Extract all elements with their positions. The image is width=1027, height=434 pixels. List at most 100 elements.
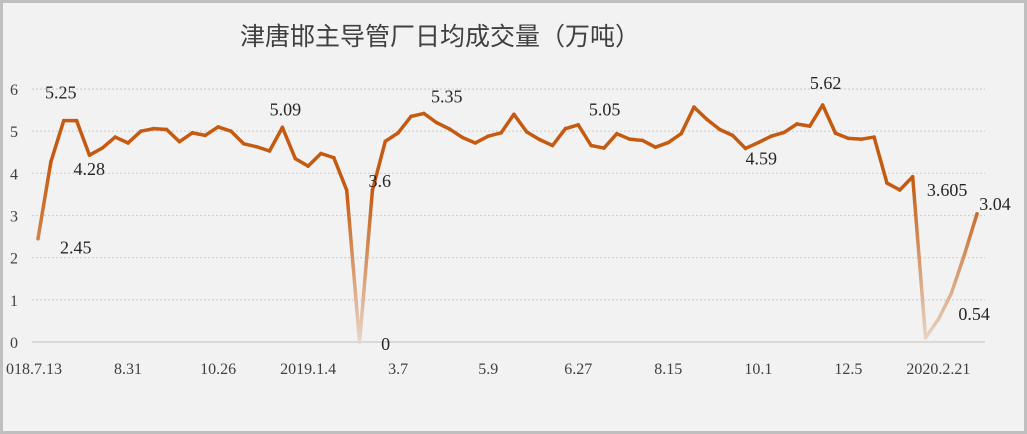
y-tick-label: 5 [10,124,18,141]
line-segment [267,125,285,153]
line-segment [254,145,272,153]
line-segment [409,111,426,119]
data-label: 4.28 [73,159,105,179]
data-point [730,133,735,138]
data-point [756,140,761,145]
y-tick-label: 3 [10,209,18,226]
data-point [100,146,105,150]
line-segment [808,103,825,128]
data-label: 0 [381,334,390,354]
x-tick-label: 018.7.13 [6,361,62,378]
line-segment [846,136,863,141]
line-segment [383,131,400,144]
data-point [910,175,915,179]
data-point [936,317,941,321]
data-point [833,131,838,135]
data-point [409,114,413,119]
line-segment [164,127,182,144]
line-segment [396,114,413,135]
data-point [859,137,863,141]
line-segment [615,131,632,141]
line-segment [666,131,683,145]
line-segment [833,131,851,141]
line-segment [293,156,310,168]
line-segment [910,174,928,340]
data-label: 5.09 [270,99,302,119]
data-point [705,117,709,122]
line-segment [357,188,375,344]
line-segment [627,137,645,143]
line-segment [743,140,761,151]
data-point [602,146,606,150]
line-segment [306,151,323,168]
data-point [87,153,92,157]
x-tick-label: 2020.2.21 [906,361,970,378]
line-segment [332,155,349,192]
line-segment [152,126,169,132]
data-label: 3.605 [927,180,968,200]
data-point [525,130,529,134]
line-segment [717,127,735,138]
line-segment [576,123,593,148]
line-segment [550,126,568,148]
line-segment [319,151,336,160]
data-point [473,141,478,145]
x-tick-label: 8.15 [654,361,682,378]
data-point [640,138,645,143]
data-label: 4.59 [745,148,777,168]
data-point [795,122,799,126]
y-tick-label: 6 [10,82,18,99]
line-segment [885,181,902,192]
line-segment [898,174,915,192]
data-point [203,133,207,138]
line-segment [177,131,195,144]
line-segment [705,117,722,132]
data-label: 3.04 [979,194,1011,214]
data-label: 5.62 [810,73,842,93]
data-label: 0.54 [958,304,990,324]
data-point [319,151,323,156]
y-tick-label: 0 [10,335,18,352]
line-segment [563,123,580,131]
line-segment [653,140,671,149]
chart-title: 津唐邯主导管厂日均成交量（万吨） [240,23,640,51]
line-segment [923,317,941,340]
data-point [139,129,143,133]
line-segment [537,137,555,148]
line-segment [49,118,66,164]
data-point [332,156,336,160]
data-point [576,123,580,127]
data-point [216,125,220,129]
x-tick-label: 2019.1.4 [280,361,336,378]
data-point [36,236,40,241]
x-tick-label: 3.7 [388,361,408,378]
line-segment [769,130,786,138]
data-point [872,135,876,139]
data-point [898,188,902,192]
data-point [396,131,400,135]
data-point [615,131,619,136]
data-point [357,340,362,344]
data-point [164,127,169,132]
data-point [280,125,285,130]
x-tick-label: 5.9 [478,361,498,378]
data-point [126,141,130,145]
data-point [808,124,812,128]
line-segment [602,131,619,150]
x-tick-label: 10.1 [744,361,772,378]
data-label: 2.45 [60,238,92,258]
data-point [293,156,297,161]
data-point [743,146,748,151]
data-point [499,131,503,135]
data-point [679,131,683,136]
y-tick-label: 2 [10,251,18,268]
line-segment [936,291,954,321]
data-point [692,105,696,109]
line-segment [74,118,92,157]
line-segment [344,188,362,344]
data-point [718,127,722,132]
y-tick-label: 4 [10,166,18,183]
line-segment [126,129,143,145]
data-point [975,212,979,216]
